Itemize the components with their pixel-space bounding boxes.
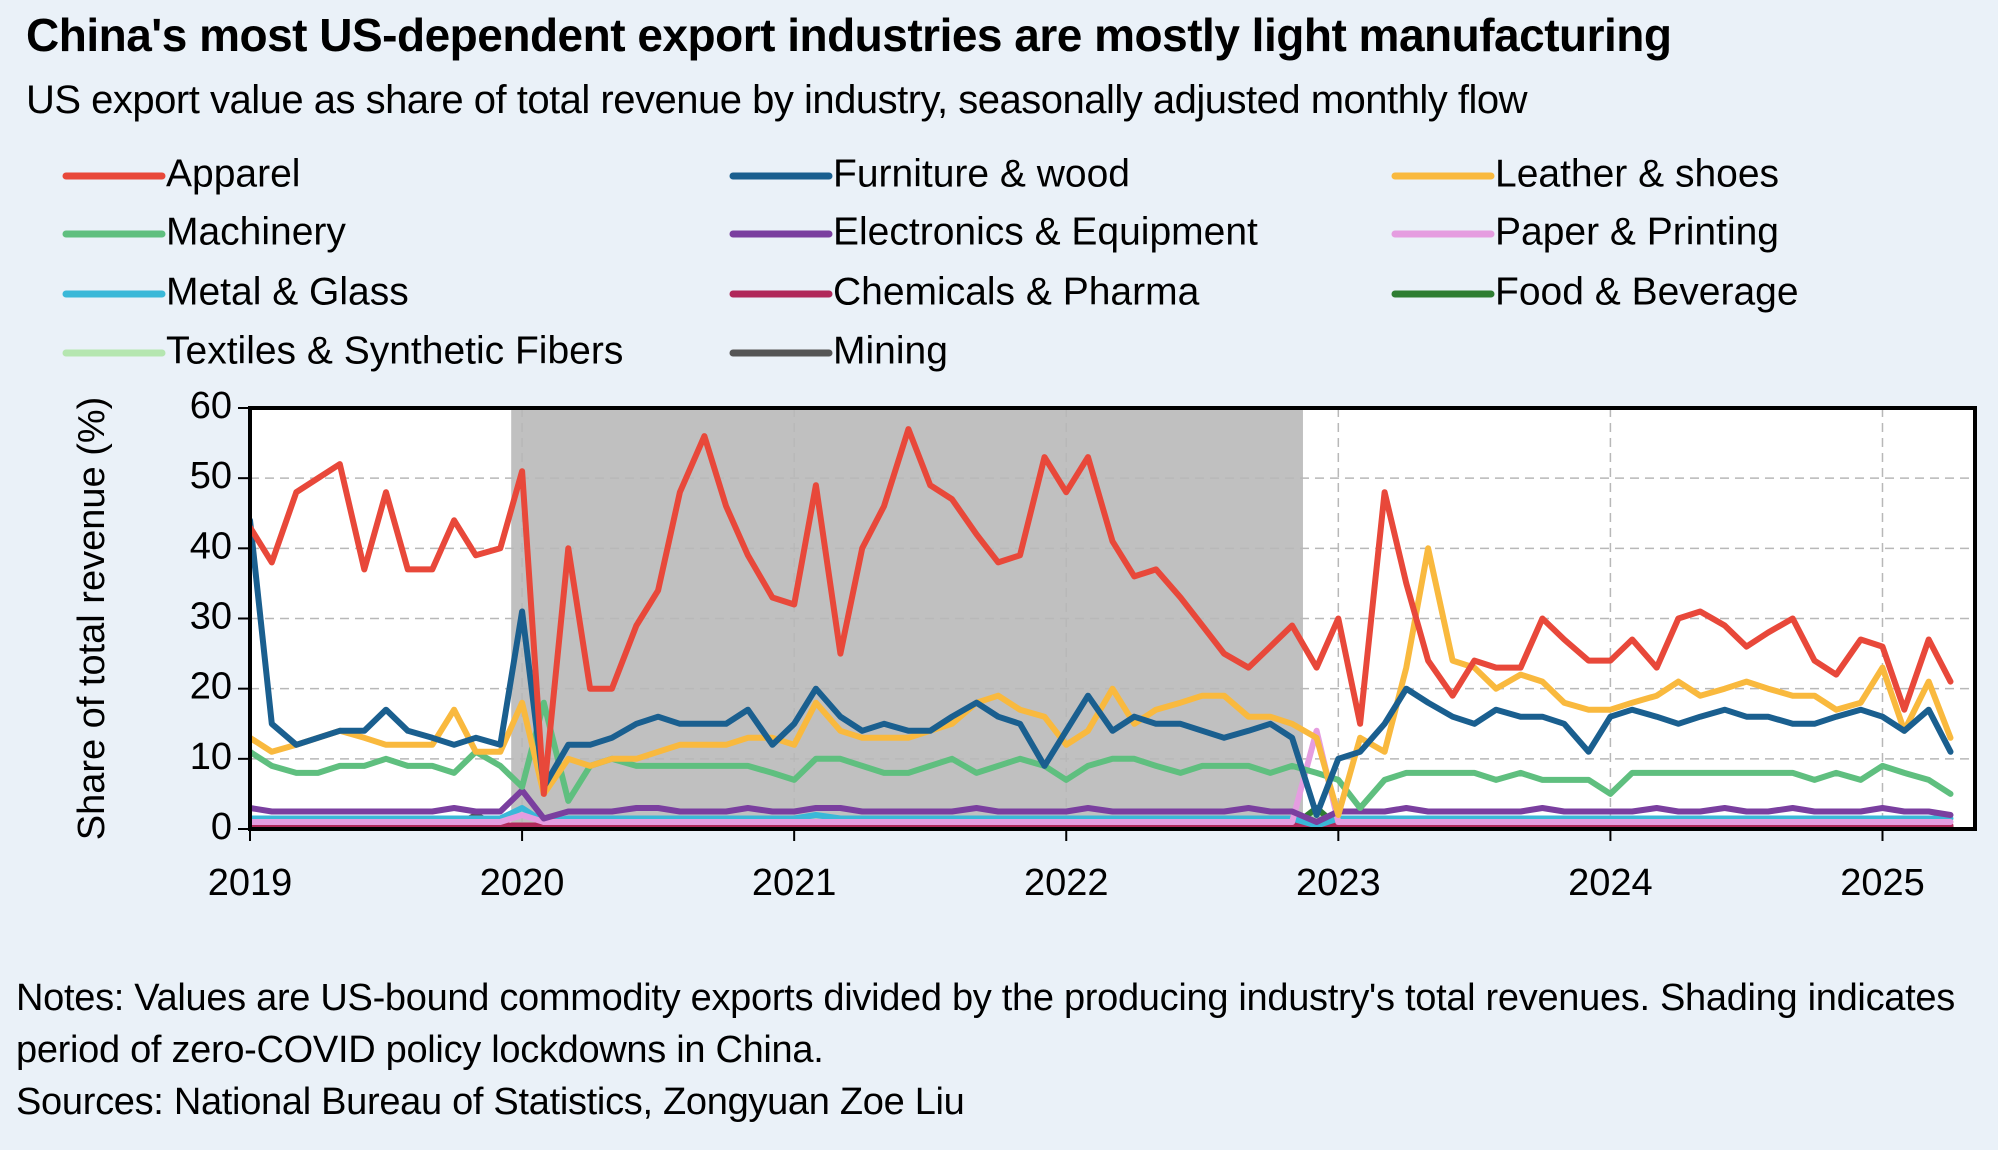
y-tick-label: 60 [190,385,232,427]
legend-label: Food & Beverage [1495,270,1799,313]
series-group [250,426,1954,830]
note-line: Sources: National Bureau of Statistics, … [16,1081,965,1123]
chart-subtitle: US export value as share of total revenu… [26,78,1528,122]
note-line: Notes: Values are US-bound commodity exp… [16,977,1955,1071]
x-tick-label: 2021 [752,862,837,904]
series-line [250,426,1954,797]
legend-label: Textiles & Synthetic Fibers [166,329,623,372]
y-axis-title: Share of total revenue (%) [71,397,113,841]
legend-label: Leather & shoes [1495,152,1779,195]
x-tick-label: 2025 [1840,862,1925,904]
series-line [250,517,1954,818]
x-tick-label: 2023 [1296,862,1381,904]
series-line [250,787,1954,825]
x-tick-label: 2024 [1568,862,1653,904]
series-line [250,727,1954,825]
x-tick-label: 2019 [208,862,293,904]
y-tick-label: 10 [190,736,232,778]
y-tick-label: 40 [190,525,232,567]
x-tick-label: 2022 [1024,862,1109,904]
notes: Notes: Values are US-bound commodity exp… [16,972,1986,1128]
plot-frame [248,406,1977,831]
legend-label: Mining [833,329,948,372]
chart-title: China's most US-dependent export industr… [26,9,1672,61]
series-line [250,805,1954,829]
chart: Apparel Furniture & wood Leather & shoes Ma… [62,152,1977,904]
y-tick-label: 50 [190,455,232,497]
legend-label: Furniture & wood [833,152,1130,195]
x-tick-label: 2020 [480,862,565,904]
y-tick-label: 30 [190,596,232,638]
y-tick-label: 0 [211,806,232,848]
legend-label: Machinery [166,210,346,253]
y-tick-label: 20 [190,666,232,708]
legend-label: Apparel [166,152,300,195]
legend-label: Chemicals & Pharma [833,270,1200,313]
legend-label: Paper & Printing [1495,210,1779,253]
legend-label: Metal & Glass [166,270,409,313]
legend-label: Electronics & Equipment [833,210,1258,253]
